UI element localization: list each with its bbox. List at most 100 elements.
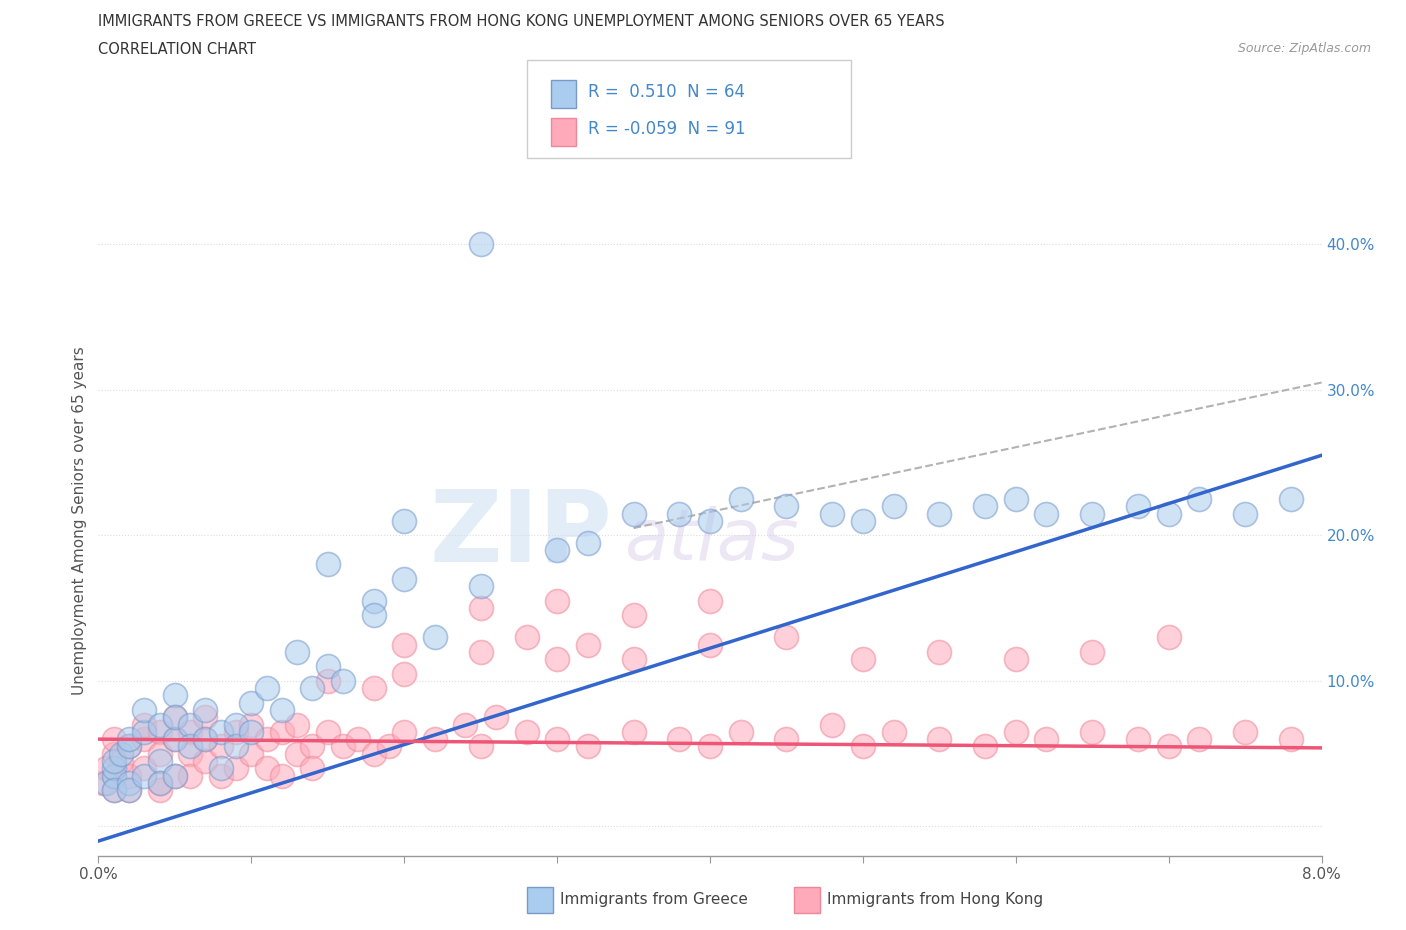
Point: [1081, 644, 1104, 659]
Point: [118, 739, 141, 754]
Point: [149, 746, 172, 761]
Point: [775, 732, 797, 747]
Point: [179, 739, 201, 754]
Point: [94, 761, 117, 776]
Point: [378, 739, 401, 754]
Point: [485, 710, 508, 724]
Point: [134, 717, 156, 732]
Point: [285, 746, 308, 761]
Point: [256, 761, 278, 776]
Point: [1004, 652, 1026, 667]
Point: [240, 746, 263, 761]
Point: [928, 644, 950, 659]
Point: [301, 761, 323, 776]
Point: [240, 717, 263, 732]
Point: [1035, 506, 1057, 521]
Point: [1157, 739, 1180, 754]
Point: [1128, 498, 1150, 513]
Point: [1157, 630, 1180, 644]
Point: [179, 746, 201, 761]
Point: [134, 732, 156, 747]
Point: [623, 652, 645, 667]
Point: [134, 724, 156, 739]
Point: [363, 593, 385, 608]
Point: [1188, 492, 1211, 507]
Point: [699, 513, 721, 528]
Point: [852, 652, 875, 667]
Point: [1279, 492, 1302, 507]
Point: [163, 768, 186, 783]
Point: [118, 739, 141, 754]
Text: atlas: atlas: [624, 507, 799, 576]
Point: [974, 739, 997, 754]
Point: [392, 724, 416, 739]
Point: [699, 593, 721, 608]
Point: [240, 696, 263, 711]
Point: [470, 739, 492, 754]
Point: [1234, 506, 1257, 521]
Point: [285, 644, 308, 659]
Point: [270, 768, 294, 783]
Point: [118, 776, 141, 790]
Point: [332, 673, 354, 688]
Point: [883, 724, 905, 739]
Point: [270, 724, 294, 739]
Point: [103, 761, 125, 776]
Point: [775, 630, 797, 644]
Point: [576, 739, 599, 754]
Point: [363, 746, 385, 761]
Point: [194, 710, 217, 724]
Point: [149, 724, 172, 739]
Point: [623, 724, 645, 739]
Point: [301, 739, 323, 754]
Point: [285, 717, 308, 732]
Point: [730, 492, 752, 507]
Point: [163, 732, 186, 747]
Point: [516, 630, 538, 644]
Point: [546, 542, 568, 557]
Point: [546, 652, 568, 667]
Point: [256, 681, 278, 696]
Point: [225, 739, 247, 754]
Point: [883, 498, 905, 513]
Point: [163, 710, 186, 724]
Point: [301, 681, 323, 696]
Point: [423, 732, 446, 747]
Point: [256, 732, 278, 747]
Point: [576, 637, 599, 652]
Point: [194, 732, 217, 747]
Point: [91, 776, 114, 790]
Point: [316, 557, 339, 572]
Point: [470, 237, 492, 252]
Point: [470, 578, 492, 593]
Point: [225, 724, 247, 739]
Point: [363, 608, 385, 623]
Point: [699, 739, 721, 754]
Point: [363, 681, 385, 696]
Point: [163, 710, 186, 724]
Point: [149, 753, 172, 768]
Point: [668, 506, 690, 521]
Point: [470, 644, 492, 659]
Point: [546, 732, 568, 747]
Point: [1279, 732, 1302, 747]
Text: IMMIGRANTS FROM GREECE VS IMMIGRANTS FROM HONG KONG UNEMPLOYMENT AMONG SENIORS O: IMMIGRANTS FROM GREECE VS IMMIGRANTS FRO…: [98, 14, 945, 29]
Point: [332, 739, 354, 754]
Point: [347, 732, 370, 747]
Point: [103, 783, 125, 798]
Point: [163, 768, 186, 783]
Point: [392, 572, 416, 587]
Point: [194, 702, 217, 717]
Point: [179, 717, 201, 732]
Point: [163, 732, 186, 747]
Point: [118, 732, 141, 747]
Point: [134, 702, 156, 717]
Point: [209, 768, 232, 783]
Point: [730, 724, 752, 739]
Point: [316, 724, 339, 739]
Text: CORRELATION CHART: CORRELATION CHART: [98, 42, 256, 57]
Point: [194, 732, 217, 747]
Point: [1081, 724, 1104, 739]
Point: [209, 724, 232, 739]
Point: [1188, 732, 1211, 747]
